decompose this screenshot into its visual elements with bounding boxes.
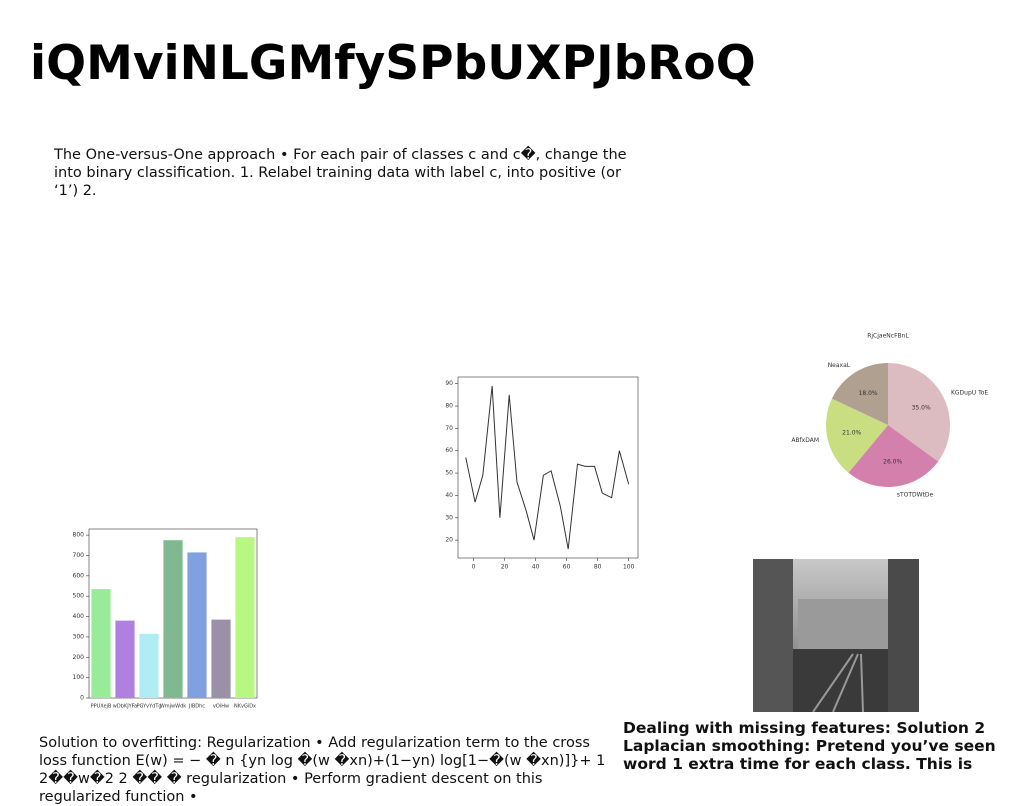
paragraph: The One-versus-One approach • For each p… — [54, 147, 627, 199]
x-tick-label: PPUXejB — [91, 704, 112, 710]
slice-value-label: 18.0% — [859, 390, 878, 397]
slide: iQMviNLGMfySPbUXPJbRoQ The One-versus-On… — [30, 36, 996, 805]
bar-chart: 0 100 200 300 400 500 600 700 800 PPUXejB wDbKJYFa… — [73, 528, 258, 710]
caption: Dealing with missing features: Solution … — [623, 719, 996, 773]
slice-value-label: 26.0% — [883, 458, 902, 465]
slice-label: ABfxDAM — [791, 437, 819, 444]
bar — [115, 620, 135, 698]
bar — [91, 589, 111, 698]
y-tick-label: 80 — [445, 403, 453, 410]
y-tick-label: 500 — [73, 593, 85, 600]
slice-value-label: 35.0% — [912, 405, 931, 412]
slice-value-label: 21.0% — [842, 430, 861, 437]
y-tick-label: 800 — [73, 532, 85, 539]
y-tick-label: 600 — [73, 572, 85, 579]
y-tick-label: 90 — [445, 380, 453, 387]
plot-frame — [457, 376, 639, 559]
y-tick-label: 30 — [445, 514, 453, 521]
pie-title: RjCjaeNcFBnL — [867, 333, 909, 340]
y-tick-label: 400 — [73, 613, 85, 620]
y-tick-label: 20 — [445, 537, 453, 544]
slice-label: KGDupU ToE — [951, 389, 988, 396]
pie-slice — [888, 363, 950, 462]
pie-slice — [826, 398, 888, 473]
photo — [753, 559, 919, 712]
bar — [187, 552, 207, 698]
y-tick-label: 700 — [73, 552, 85, 559]
line — [465, 385, 630, 550]
x-tick-label: 100 — [623, 564, 635, 571]
x-tick-label: vOiHw — [213, 704, 229, 710]
pie-slice — [848, 425, 939, 487]
y-tick-label: 40 — [445, 492, 453, 499]
y-tick-label: 300 — [73, 633, 85, 640]
paragraph: Solution to overfitting: Regularization … — [39, 735, 606, 805]
y-tick-label: 60 — [445, 447, 453, 454]
x-tick-label: 0 — [472, 564, 476, 571]
y-tick-label: 200 — [73, 654, 85, 661]
x-tick-label: WmjwWdk — [160, 704, 186, 710]
bar — [235, 537, 255, 698]
pie-slice — [831, 363, 888, 425]
pie-chart: RjCjaeNcFBnL 35.0% KGDupU ToE 26.0% sTOTDWtD… — [791, 333, 988, 499]
x-tick-label: JlBDhc — [188, 704, 205, 710]
x-tick-label: NKvGiDx — [234, 704, 256, 710]
y-tick-label: 50 — [445, 470, 453, 477]
slide-title: iQMviNLGMfySPbUXPJbRoQ — [30, 36, 756, 91]
x-tick-label: PGYvYdTg — [136, 704, 161, 710]
x-tick-label: 80 — [594, 564, 602, 571]
y-tick-label: 0 — [80, 695, 84, 702]
x-tick-label: 60 — [563, 564, 571, 571]
line-chart: 20 30 40 50 60 70 80 90 0 20 40 60 80 100 — [445, 376, 639, 571]
bar — [163, 540, 183, 698]
x-tick-label: 20 — [501, 564, 509, 571]
slice-label: sTOTDWtDe — [897, 492, 934, 499]
x-tick-label: 40 — [532, 564, 540, 571]
slice-label: NeaxaL — [828, 362, 851, 369]
y-tick-label: 70 — [445, 425, 453, 432]
y-tick-label: 100 — [73, 674, 85, 681]
bar — [139, 633, 159, 698]
bar — [211, 619, 231, 698]
x-tick-label: wDbKJYFa — [113, 704, 137, 710]
